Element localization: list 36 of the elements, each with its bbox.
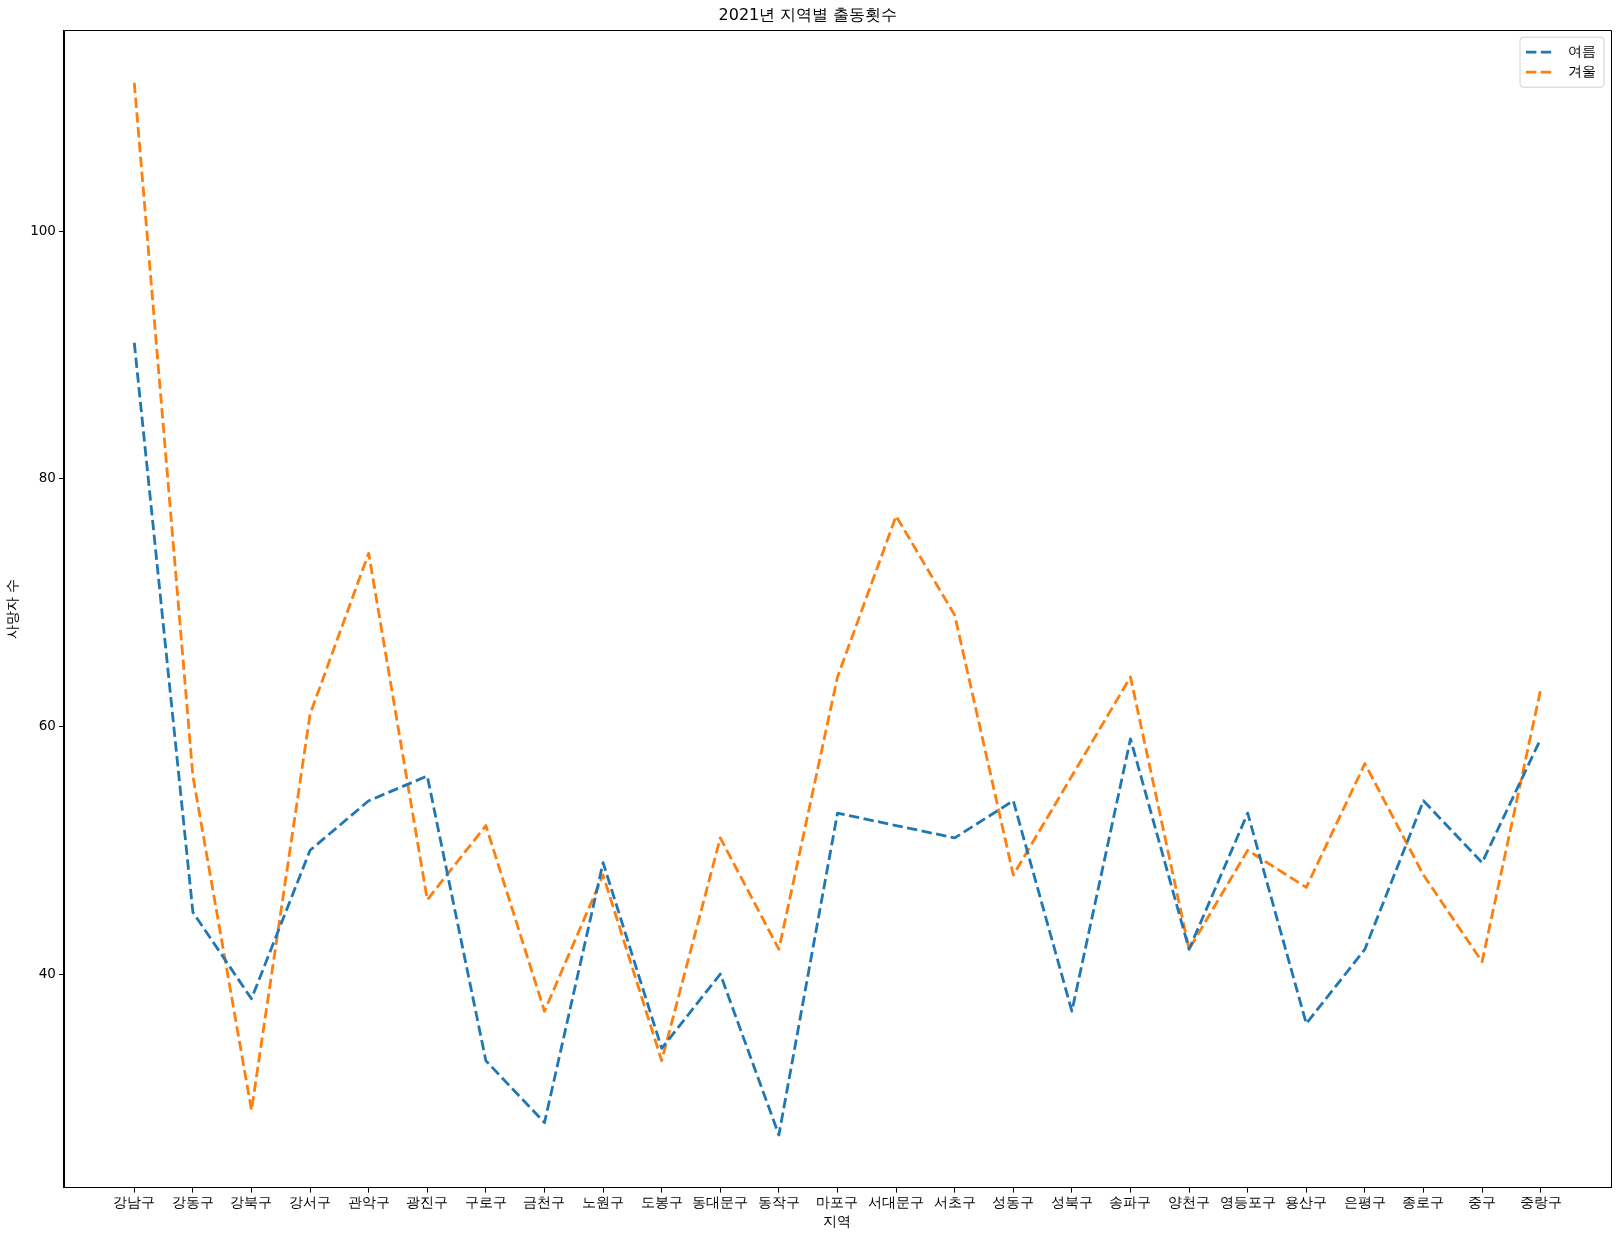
y-tick-label: 100: [30, 221, 56, 238]
x-tick-label: 영등포구: [1219, 1194, 1276, 1211]
line-series: [132, 81, 1543, 1112]
x-tick-label: 노원구: [582, 1194, 625, 1211]
x-tick-label: 은평구: [1343, 1194, 1386, 1211]
x-tick-label: 강동구: [171, 1194, 214, 1211]
x-tick-label: 중랑구: [1519, 1194, 1562, 1211]
x-tick-label: 도봉구: [640, 1194, 683, 1211]
x-tick-label: 성북구: [1050, 1194, 1093, 1211]
x-tick-label: 서초구: [933, 1194, 976, 1211]
x-tick-label: 용산구: [1285, 1194, 1328, 1211]
x-tick-label: 동작구: [757, 1194, 800, 1211]
y-axis-title: 사망자 수: [3, 578, 20, 640]
y-tick-label: 80: [38, 469, 56, 486]
x-tick-label: 구로구: [464, 1194, 507, 1211]
x-tick-label: 서대문구: [868, 1194, 925, 1211]
x-tick-label: 동대문구: [692, 1194, 749, 1211]
x-tick-label: 강서구: [289, 1194, 332, 1211]
y-tick-label: 40: [38, 964, 56, 981]
x-tick-label: 중구: [1468, 1194, 1497, 1211]
legend-label: 여름: [1568, 42, 1596, 59]
y-tick-label: 60: [38, 717, 56, 733]
x-tick-label: 성동구: [992, 1194, 1035, 1211]
x-tick-label: 송파구: [1109, 1194, 1152, 1211]
line-series: [132, 341, 1543, 1137]
x-tick-label: 마포구: [816, 1194, 859, 1211]
x-tick-label: 강남구: [113, 1194, 156, 1211]
x-tick-label: 양천구: [1168, 1194, 1211, 1211]
x-tick-label: 종로구: [1402, 1194, 1445, 1211]
x-tick-label: 광진구: [406, 1194, 449, 1211]
x-tick-label: 금천구: [523, 1194, 566, 1211]
x-tick-label: 강북구: [230, 1194, 273, 1211]
chart-title: 2021년 지역별 출동횟수: [718, 4, 898, 24]
x-axis-title: 지역: [823, 1213, 852, 1230]
x-tick-label: 관악구: [347, 1194, 390, 1211]
legend-label: 겨울: [1568, 62, 1596, 79]
